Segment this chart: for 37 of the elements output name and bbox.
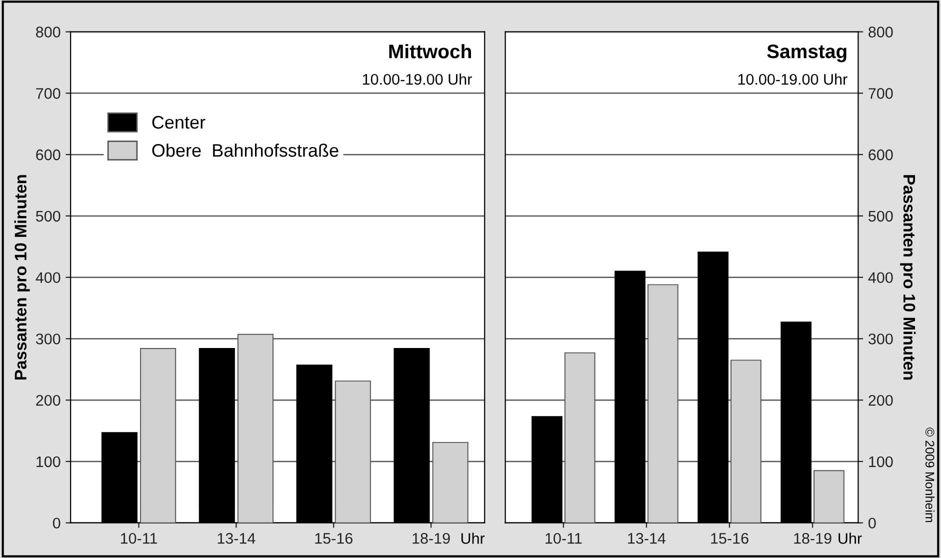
- y2-tick-label: 700: [868, 88, 893, 99]
- y-tick-label: 0: [52, 518, 60, 529]
- x-tick-label: 18-19: [412, 532, 450, 544]
- x-axis-title: Uhr: [838, 532, 862, 544]
- y-tick-label: 300: [36, 334, 60, 344]
- text: © 2009 Monheim: [925, 428, 935, 522]
- x-tick-label: 15-16: [315, 532, 352, 544]
- x-axis-title: Uhr: [461, 532, 485, 544]
- chart-title: Mittwoch: [389, 44, 471, 58]
- y-tick-label: 800: [36, 26, 60, 38]
- y2-tick-label: 500: [868, 210, 893, 222]
- y-tick-label: 600: [36, 149, 60, 160]
- legend-label: Center: [152, 116, 206, 129]
- legend-label: Obere Bahnhofsstraße: [152, 144, 338, 157]
- text: 10.00-19.00 Uhr: [362, 74, 472, 85]
- x-tick-label: 10-11: [120, 532, 157, 544]
- y-tick-label: 100: [36, 456, 60, 468]
- y2-tick-label: 300: [868, 334, 893, 344]
- x-tick-label: 13-14: [218, 532, 256, 544]
- x-tick-label: 18-19: [794, 532, 832, 544]
- y2-tick-label: 100: [869, 456, 893, 468]
- y-axis-title: Passanten pro 10 Minuten: [14, 175, 30, 380]
- x-tick-label: 10-11: [546, 532, 582, 544]
- x-tick-label: 13-14: [628, 532, 666, 544]
- text: 10.00-19.00 Uhr: [738, 74, 848, 85]
- text: Samstag: [767, 44, 846, 62]
- y-tick-label: 200: [36, 394, 60, 406]
- y2-axis-title: Passanten pro 10 Minuten: [900, 175, 916, 380]
- y-tick-label: 700: [36, 88, 60, 99]
- y2-tick-label: 600: [868, 149, 893, 160]
- y2-tick-label: 0: [868, 518, 876, 529]
- y-tick-label: 400: [36, 272, 60, 284]
- y2-tick-label: 400: [868, 272, 893, 284]
- x-tick-label: 15-16: [711, 532, 748, 544]
- y-tick-label: 500: [36, 210, 60, 222]
- y2-tick-label: 800: [868, 26, 893, 38]
- y2-tick-label: 200: [868, 394, 893, 406]
